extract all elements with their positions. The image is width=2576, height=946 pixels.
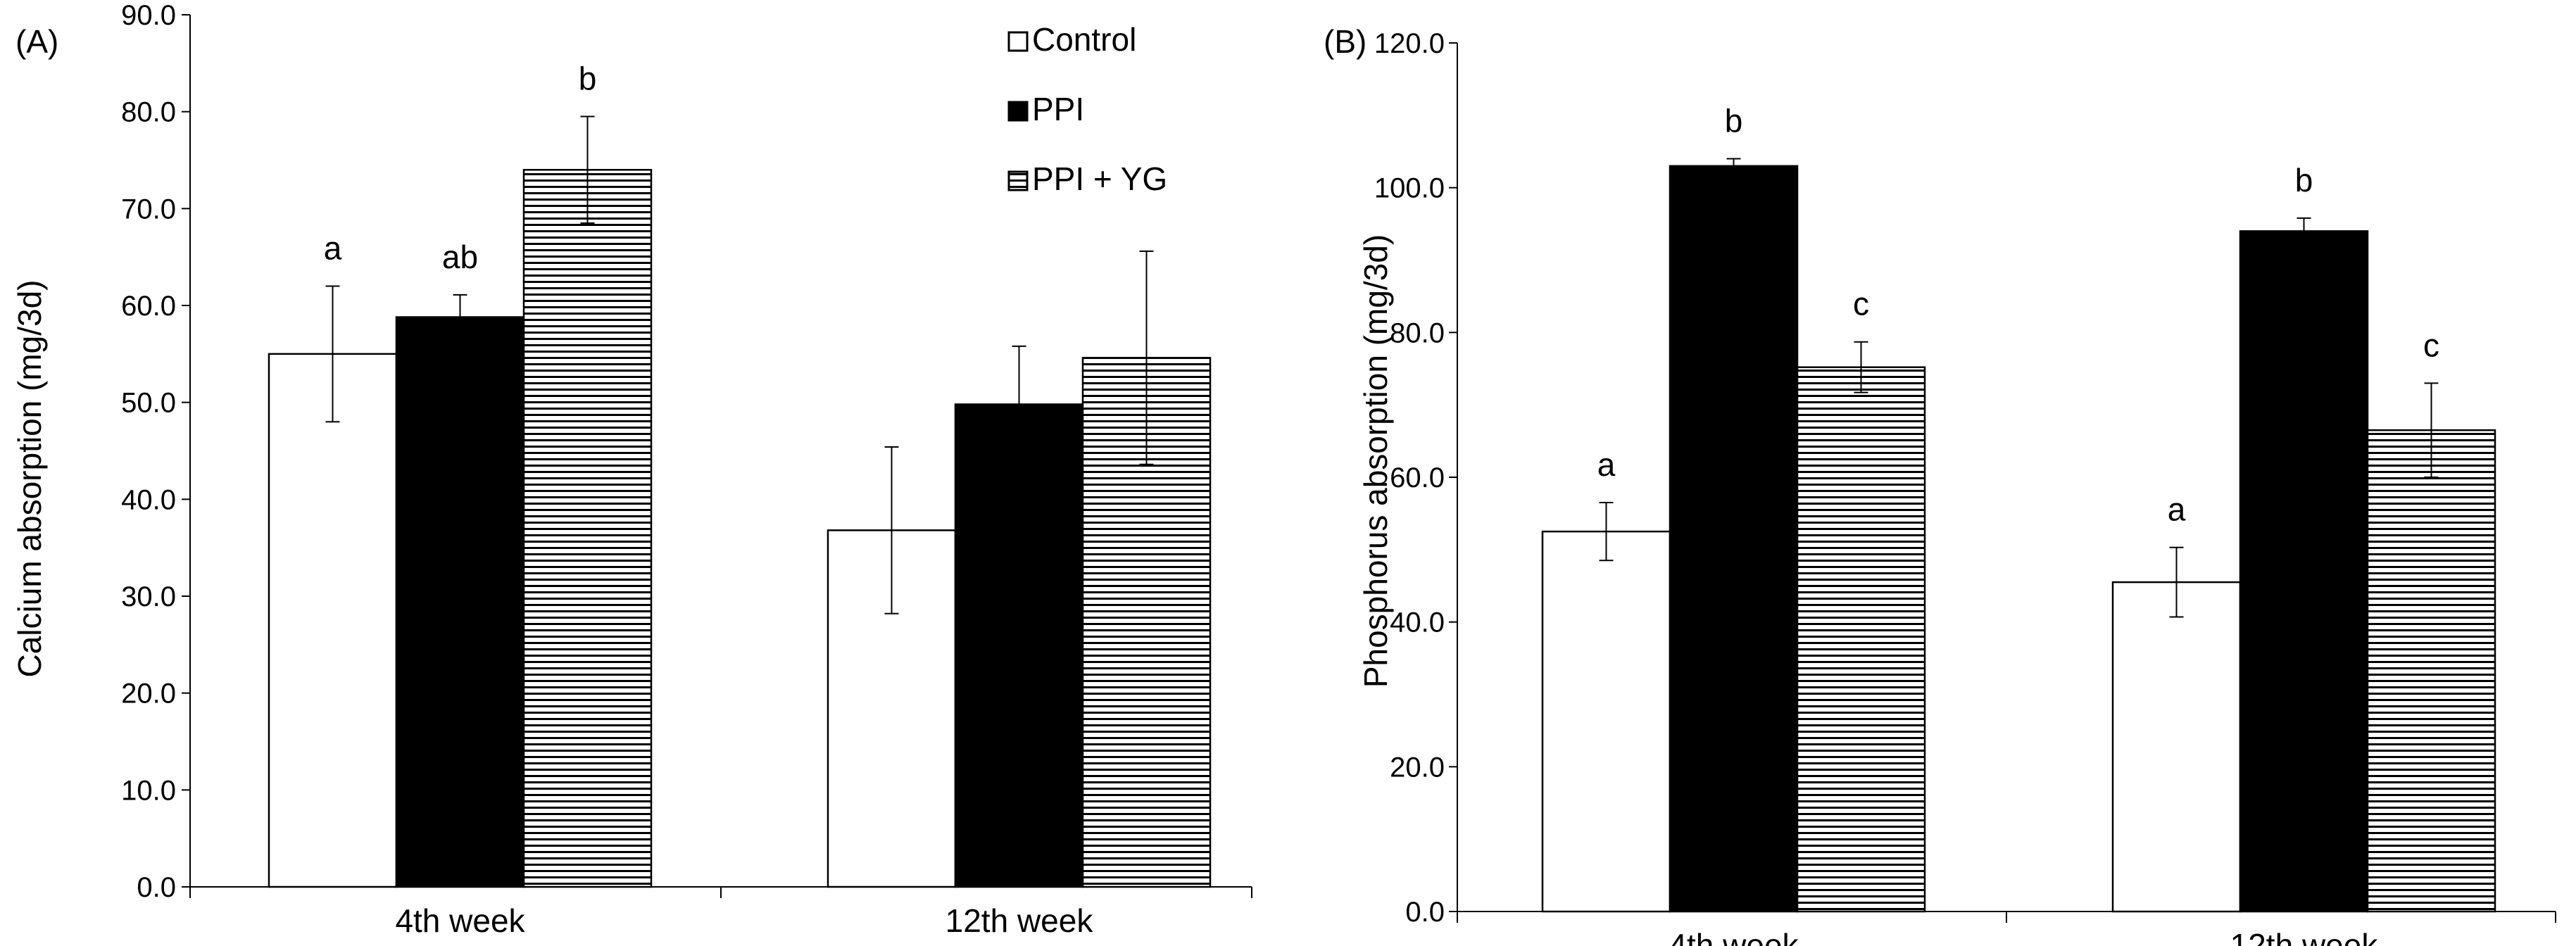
panel-a-y-tick-label: 40.0 — [121, 484, 176, 515]
panel-b-bar-ppi-4th-significance-letter: b — [1725, 103, 1743, 139]
legend-swatch-ppi-yg — [1007, 170, 1029, 191]
panel-a-bar-ppi-yg-4th-significance-letter: b — [579, 61, 597, 97]
panel-b-bar-ppi-yg-12th — [2366, 429, 2496, 913]
panel-b-bar-ppi-12th — [2239, 230, 2369, 913]
panel-b-bar-control-12th-significance-letter: a — [2168, 491, 2186, 528]
panel-b-bar-control-12th — [2111, 581, 2242, 913]
panel-b-y-tick-label: 60.0 — [1390, 462, 1445, 493]
panel-a-y-tick-label: 70.0 — [121, 194, 176, 225]
panel-a-bar-control-4th-significance-letter: a — [324, 229, 342, 266]
panel-a-y-axis-title: Calcium absorption (mg/3d) — [11, 279, 48, 677]
panel-a-y-tick-label: 60.0 — [121, 291, 176, 322]
legend-swatch-control — [1007, 31, 1029, 52]
panel-b: 0.0 20.0 40.0 60.0 80.0 100.0 120.0 4th week 12t… — [1374, 28, 2556, 946]
legend: Control PPI PPI + YG — [1007, 21, 1167, 197]
panel-a-y-tick-label: 90.0 — [121, 0, 176, 31]
legend-swatch-ppi — [1007, 101, 1029, 122]
legend-label-ppi: PPI — [1032, 91, 1084, 127]
panel-b-bar-ppi-yg-4th — [1796, 366, 1926, 913]
panel-a-y-tick-label: 30.0 — [121, 581, 176, 612]
panel-b-y-tick-label: 0.0 — [1405, 897, 1445, 928]
panel-a-y-tick-label: 10.0 — [121, 775, 176, 806]
panel-b-x-tick-label: 12th week — [2230, 927, 2379, 946]
panel-b-y-tick-label: 80.0 — [1390, 317, 1445, 348]
panel-b-bar-ppi-yg-4th-significance-letter: c — [1853, 286, 1869, 322]
panel-b-x-tick-label: 4th week — [1669, 927, 1799, 946]
panel-a-bar-control-4th — [268, 353, 398, 888]
panel-a-y-tick-label: 0.0 — [137, 872, 176, 903]
panel-a-bar-ppi-12th — [954, 403, 1084, 888]
panel-a-label: (A) — [15, 23, 58, 60]
legend-label-control: Control — [1032, 21, 1136, 58]
panel-b-label: (B) — [1324, 23, 1366, 60]
panel-a-bar-ppi-4th-significance-letter: ab — [442, 239, 478, 275]
panel-b-y-tick-label: 100.0 — [1374, 173, 1445, 204]
panel-a-y-tick-label: 20.0 — [121, 679, 176, 710]
panel-a-x-tick-label: 12th week — [945, 902, 1094, 939]
panel-b-y-axis-title: Phosphorus absorption (mg/3d) — [1357, 234, 1394, 688]
panel-b-y-tick-label: 120.0 — [1374, 28, 1445, 59]
panel-b-y-tick-label: 20.0 — [1390, 752, 1445, 783]
panel-a-y-tick-label: 50.0 — [121, 388, 176, 419]
panel-a: 0.0 10.0 20.0 30.0 40.0 50.0 60.0 70.0 80.0 90.0 4… — [121, 0, 1252, 939]
panel-b-y-tick-label: 40.0 — [1390, 607, 1445, 638]
panel-b-bar-control-4th-significance-letter: a — [1597, 446, 1616, 483]
panel-b-bar-ppi-12th-significance-letter: b — [2295, 162, 2313, 198]
panel-b-bar-ppi-yg-12th-significance-letter: c — [2423, 327, 2439, 363]
legend-label-ppi-yg: PPI + YG — [1032, 160, 1167, 197]
panel-a-x-tick-label: 4th week — [395, 902, 525, 939]
panel-b-bar-control-4th — [1541, 530, 1671, 913]
panel-b-bar-ppi-4th — [1669, 165, 1799, 913]
panel-a-bar-ppi-yg-4th — [522, 169, 653, 888]
panel-a-bar-ppi-4th — [395, 316, 525, 888]
panel-a-y-tick-label: 80.0 — [121, 97, 176, 128]
